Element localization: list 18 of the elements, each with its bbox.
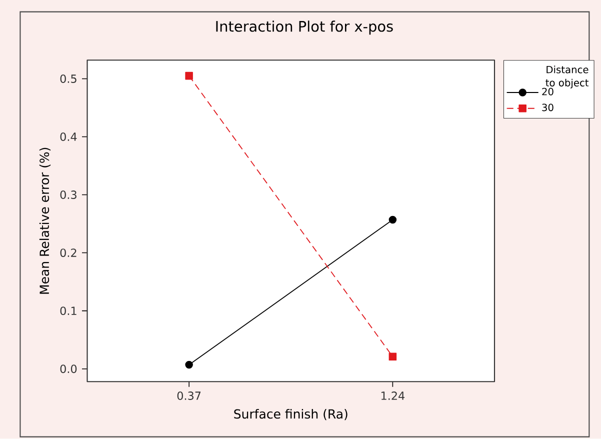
y-tick-label: 0.3 bbox=[60, 190, 76, 200]
point bbox=[388, 216, 397, 224]
x-tick-label: 1.24 bbox=[381, 392, 404, 400]
y-axis-title: Mean Relative error (%) bbox=[39, 148, 51, 294]
point bbox=[388, 352, 397, 361]
y-tick-label: 0.1 bbox=[60, 306, 76, 316]
legend-label: 20 bbox=[542, 88, 554, 96]
y-tick-label: 0.4 bbox=[60, 132, 77, 142]
x-axis-title: Surface finish (Ra) bbox=[234, 409, 348, 420]
y-tick-label: 0.2 bbox=[60, 248, 76, 258]
legend-label: 30 bbox=[542, 104, 554, 112]
point bbox=[185, 72, 193, 80]
y-tick-label: 0.0 bbox=[60, 364, 77, 374]
point bbox=[185, 360, 193, 369]
y-tick-label: 0.5 bbox=[60, 74, 76, 84]
x-tick-label: 0.37 bbox=[177, 392, 201, 400]
legend-title: Distance to object bbox=[546, 66, 589, 88]
chart-title: Interaction Plot for x-pos bbox=[216, 20, 393, 35]
